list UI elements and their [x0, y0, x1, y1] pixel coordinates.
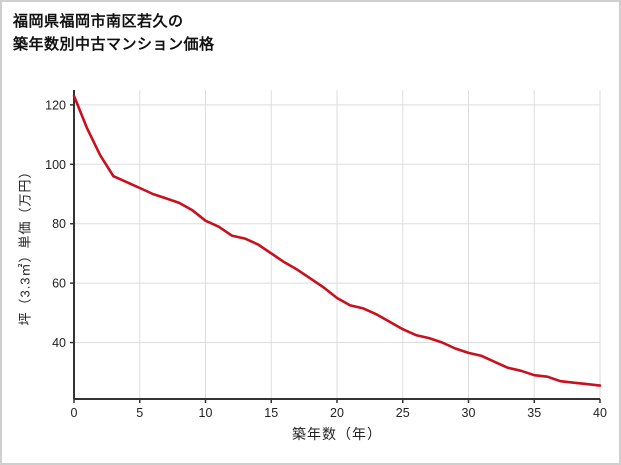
chart-title-line2: 築年数別中古マンション価格 — [13, 36, 215, 54]
x-tick-label: 35 — [527, 406, 541, 420]
y-tick-label: 80 — [52, 217, 66, 231]
y-tick-label: 40 — [52, 336, 66, 350]
chart-title-line1: 福岡県福岡市南区若久の — [13, 13, 184, 30]
y-axis-label: 坪（3.3㎡）単価（万円） — [17, 164, 33, 326]
x-tick-label: 0 — [71, 406, 78, 420]
price-line — [72, 94, 602, 387]
x-tick-label: 30 — [462, 406, 476, 420]
x-tick-label: 40 — [593, 406, 607, 420]
x-axis-label: 築年数（年） — [292, 426, 382, 442]
y-tick-label: 100 — [45, 158, 66, 172]
y-tick-label: 60 — [52, 277, 66, 291]
y-tick-label: 120 — [45, 98, 66, 112]
x-tick-label: 20 — [330, 406, 344, 420]
x-tick-label: 15 — [264, 406, 278, 420]
x-tick-label: 10 — [199, 406, 213, 420]
chart-title: 福岡県福岡市南区若久の 築年数別中古マンション価格 — [13, 10, 215, 57]
x-tick-label: 5 — [136, 406, 143, 420]
x-tick-label: 25 — [396, 406, 410, 420]
